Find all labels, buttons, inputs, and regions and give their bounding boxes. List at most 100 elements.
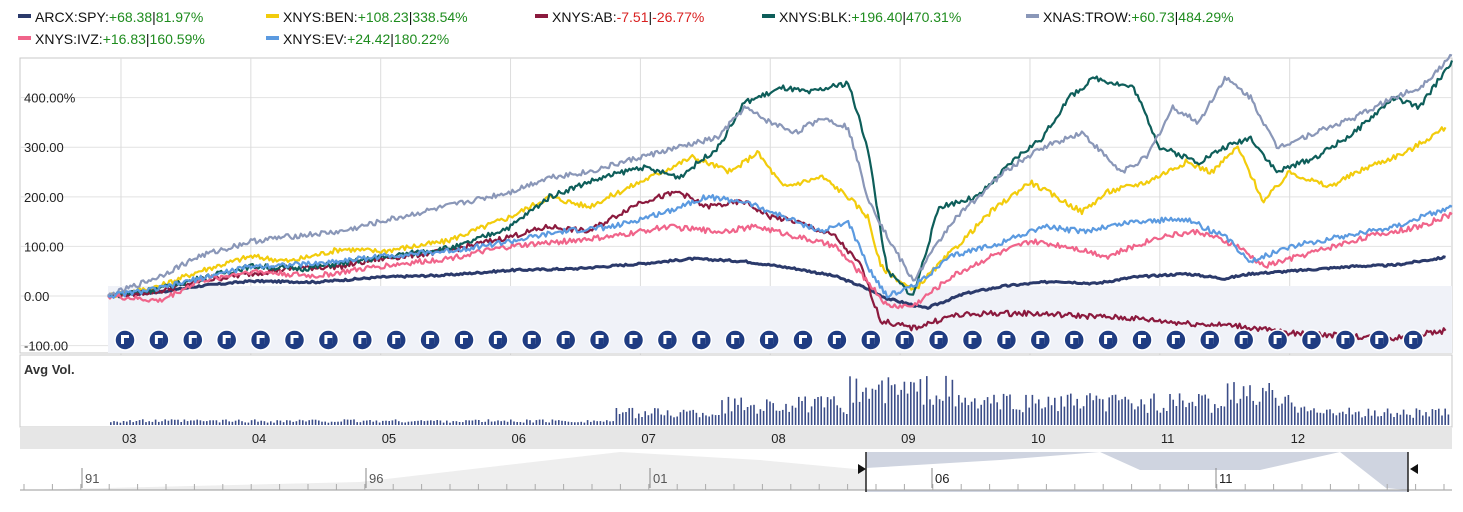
volume-bar [670,415,672,425]
event-marker-icon[interactable] [1334,329,1357,351]
event-marker-icon[interactable] [453,329,475,351]
event-marker-icon[interactable] [419,329,441,351]
volume-bar [420,420,422,425]
volume-bar [1172,399,1174,425]
volume-bar [721,400,723,425]
volume-bar [762,410,765,425]
volume-bar [138,420,141,425]
event-marker-icon[interactable] [215,329,238,351]
event-marker-icon[interactable] [758,329,780,351]
event-marker-icon[interactable] [622,329,645,351]
range-navigator[interactable]: 91 96 01 06 11 [20,452,1452,492]
event-marker-icon[interactable] [249,329,272,351]
volume-bar [990,403,992,425]
volume-bar [753,404,755,425]
event-marker-icon[interactable] [690,329,713,351]
legend-separator: | [145,31,150,47]
right-handle-arrow-icon[interactable] [1410,464,1418,474]
event-marker-icon[interactable] [1266,329,1289,351]
event-marker-icon[interactable] [148,329,170,351]
volume-bar [1230,399,1232,425]
volume-bar [695,412,698,425]
legend-item[interactable]: XNAS:TROW:+60.73|484.29% [1026,6,1234,28]
event-marker-icon[interactable] [182,329,204,351]
volume-bar [558,420,560,425]
event-marker-icon[interactable] [1199,329,1221,351]
event-marker-icon[interactable] [588,329,611,351]
volume-bar [884,403,886,425]
event-marker-icon[interactable] [114,329,136,351]
volume-bar [638,413,640,425]
volume-bar [644,411,646,425]
event-marker-icon[interactable] [860,329,882,351]
volume-bar [260,420,262,425]
event-marker-icon[interactable] [961,329,984,351]
volume-bar [209,420,211,425]
event-marker-icon[interactable] [656,329,679,351]
volume-bar [334,421,336,425]
volume-bar [862,391,864,425]
volume-bar [222,419,224,425]
legend-separator: | [1174,9,1179,25]
event-marker-icon[interactable] [1097,329,1119,351]
volume-bar [750,405,752,425]
event-marker-icon[interactable] [1165,329,1187,351]
volume-bar [708,416,710,425]
volume-bar [279,420,282,425]
event-markers[interactable] [114,329,1424,351]
volume-bar [455,421,458,425]
volume-bar [1409,414,1411,425]
volume-bar [135,421,138,425]
volume-bar [1422,415,1424,425]
event-marker-icon[interactable] [385,329,407,351]
volume-bar [874,389,877,425]
volume-bar [574,422,576,425]
event-marker-icon[interactable] [1300,329,1323,351]
volume-bar [1015,409,1018,425]
legend-change: +24.42 [347,31,391,47]
volume-bar [1255,404,1258,425]
left-handle-arrow-icon[interactable] [858,464,866,474]
volume-bar [535,420,538,425]
event-marker-icon[interactable] [826,329,848,351]
volume-bar [292,421,294,425]
navigator-labels: 91 96 01 06 11 [23,468,1445,490]
volume-bar [1236,403,1238,425]
event-marker-icon[interactable] [1131,329,1153,351]
volume-bar [494,421,496,425]
event-marker-icon[interactable] [1368,329,1391,351]
event-marker-icon[interactable] [351,329,374,351]
event-marker-icon[interactable] [487,329,509,351]
volume-bar [356,422,358,425]
event-marker-icon[interactable] [893,329,916,351]
volume-bar [1146,412,1149,425]
event-marker-icon[interactable] [1029,329,1052,351]
event-marker-icon[interactable] [317,329,340,351]
legend-item[interactable]: XNYS:EV:+24.42|180.22% [266,28,449,50]
volume-bar [1412,417,1414,425]
volume-bar [628,408,630,425]
y-axis-labels: 400.00% 300.00 200.00 100.00 0.00 -100.00 [24,91,76,354]
volume-bar [766,399,768,425]
event-marker-icon[interactable] [995,329,1018,351]
volume-bar [1431,409,1434,425]
volume-bar [478,420,480,425]
legend-item[interactable]: XNYS:BEN:+108.23|338.54% [266,6,468,28]
volume-bar [305,421,307,425]
event-marker-icon[interactable] [283,329,306,351]
volume-bar [1332,413,1334,425]
legend-item[interactable]: ARCX:SPY:+68.38|81.97% [18,6,203,28]
legend-item[interactable]: XNYS:BLK:+196.40|470.31% [762,6,961,28]
event-marker-icon[interactable] [1402,329,1424,351]
volume-bar [903,381,906,425]
legend-item[interactable]: XNYS:AB:-7.51|-26.77% [535,6,704,28]
event-marker-icon[interactable] [521,329,543,351]
event-marker-icon[interactable] [554,329,577,351]
event-marker-icon[interactable] [927,329,950,351]
legend-item[interactable]: XNYS:IVZ:+16.83|160.59% [18,28,205,50]
volume-bar [801,401,803,425]
event-marker-icon[interactable] [724,329,746,351]
event-marker-icon[interactable] [1063,329,1085,351]
event-marker-icon[interactable] [1232,329,1255,351]
event-marker-icon[interactable] [792,329,814,351]
